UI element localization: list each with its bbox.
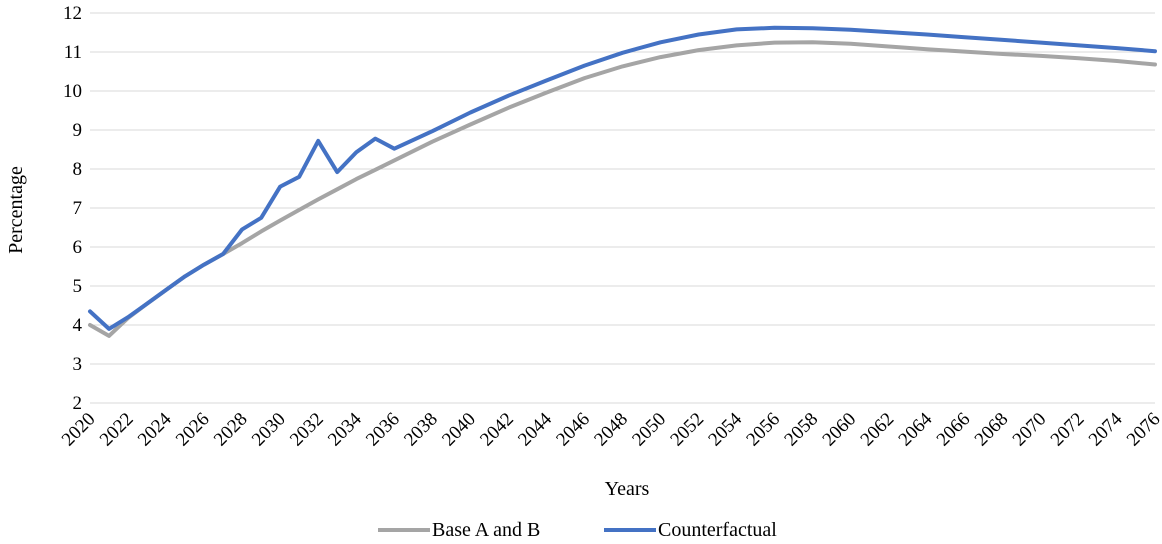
x-tick-label: 2062 xyxy=(857,409,899,451)
series-line-1 xyxy=(88,25,1157,331)
x-tick-label: 2032 xyxy=(286,409,328,451)
x-tick-label: 2072 xyxy=(1047,409,1089,451)
y-tick-label: 9 xyxy=(73,120,83,141)
y-tick-label: 5 xyxy=(73,276,83,297)
x-tick-label: 2060 xyxy=(819,409,861,451)
x-tick-label: 2074 xyxy=(1085,408,1127,450)
x-tick-label: 2028 xyxy=(210,409,252,451)
x-tick-label: 2056 xyxy=(742,409,784,451)
x-tick-label: 2044 xyxy=(514,408,556,450)
x-tick-label: 2052 xyxy=(666,409,708,451)
x-tick-label: 2040 xyxy=(438,409,480,451)
x-tick-label: 2048 xyxy=(590,409,632,451)
x-tick-label: 2042 xyxy=(476,409,518,451)
legend-label-1: Counterfactual xyxy=(658,519,777,541)
x-tick-label: 2022 xyxy=(96,409,138,451)
x-tick-label: 2058 xyxy=(780,409,822,451)
x-tick-label: 2076 xyxy=(1123,409,1162,451)
y-tick-label: 6 xyxy=(73,237,83,258)
x-tick-label: 2068 xyxy=(971,409,1013,451)
y-tick-label: 7 xyxy=(73,198,83,219)
series-lines xyxy=(88,25,1157,338)
x-tick-label: 2054 xyxy=(704,408,746,450)
x-tick-label: 2034 xyxy=(324,408,366,450)
x-tick-label: 2024 xyxy=(134,408,176,450)
x-tick-label: 2036 xyxy=(362,409,404,451)
y-tick-label: 12 xyxy=(63,3,82,24)
x-tick-label: 2030 xyxy=(248,409,290,451)
y-tick-label: 2 xyxy=(73,393,83,414)
x-tick-label: 2020 xyxy=(58,409,100,451)
x-tick-label: 2038 xyxy=(400,409,442,451)
legend-label-0: Base A and B xyxy=(432,519,540,541)
y-tick-label: 8 xyxy=(73,159,83,180)
x-tick-label: 2046 xyxy=(552,409,594,451)
x-tick-label: 2050 xyxy=(628,409,670,451)
x-axis-title: Years xyxy=(605,478,650,500)
y-tick-label: 11 xyxy=(64,42,82,63)
y-tick-label: 4 xyxy=(73,315,83,336)
legend: Base A and B Counterfactual xyxy=(378,519,777,541)
y-tick-label: 3 xyxy=(73,354,83,375)
x-tick-label: 2066 xyxy=(933,409,975,451)
grid-lines xyxy=(90,12,1155,404)
y-tick-label: 10 xyxy=(63,81,82,102)
x-tick-label: 2070 xyxy=(1009,409,1051,451)
series-line-0 xyxy=(88,40,1157,338)
y-axis-ticks: 2 3 4 5 6 7 8 9 10 11 12 xyxy=(63,3,83,414)
x-tick-label: 2064 xyxy=(895,408,937,450)
x-tick-label: 2026 xyxy=(172,409,214,451)
x-axis-ticks: 2020202220242026202820302032203420362038… xyxy=(58,408,1162,450)
y-axis-title: Percentage xyxy=(5,166,27,254)
